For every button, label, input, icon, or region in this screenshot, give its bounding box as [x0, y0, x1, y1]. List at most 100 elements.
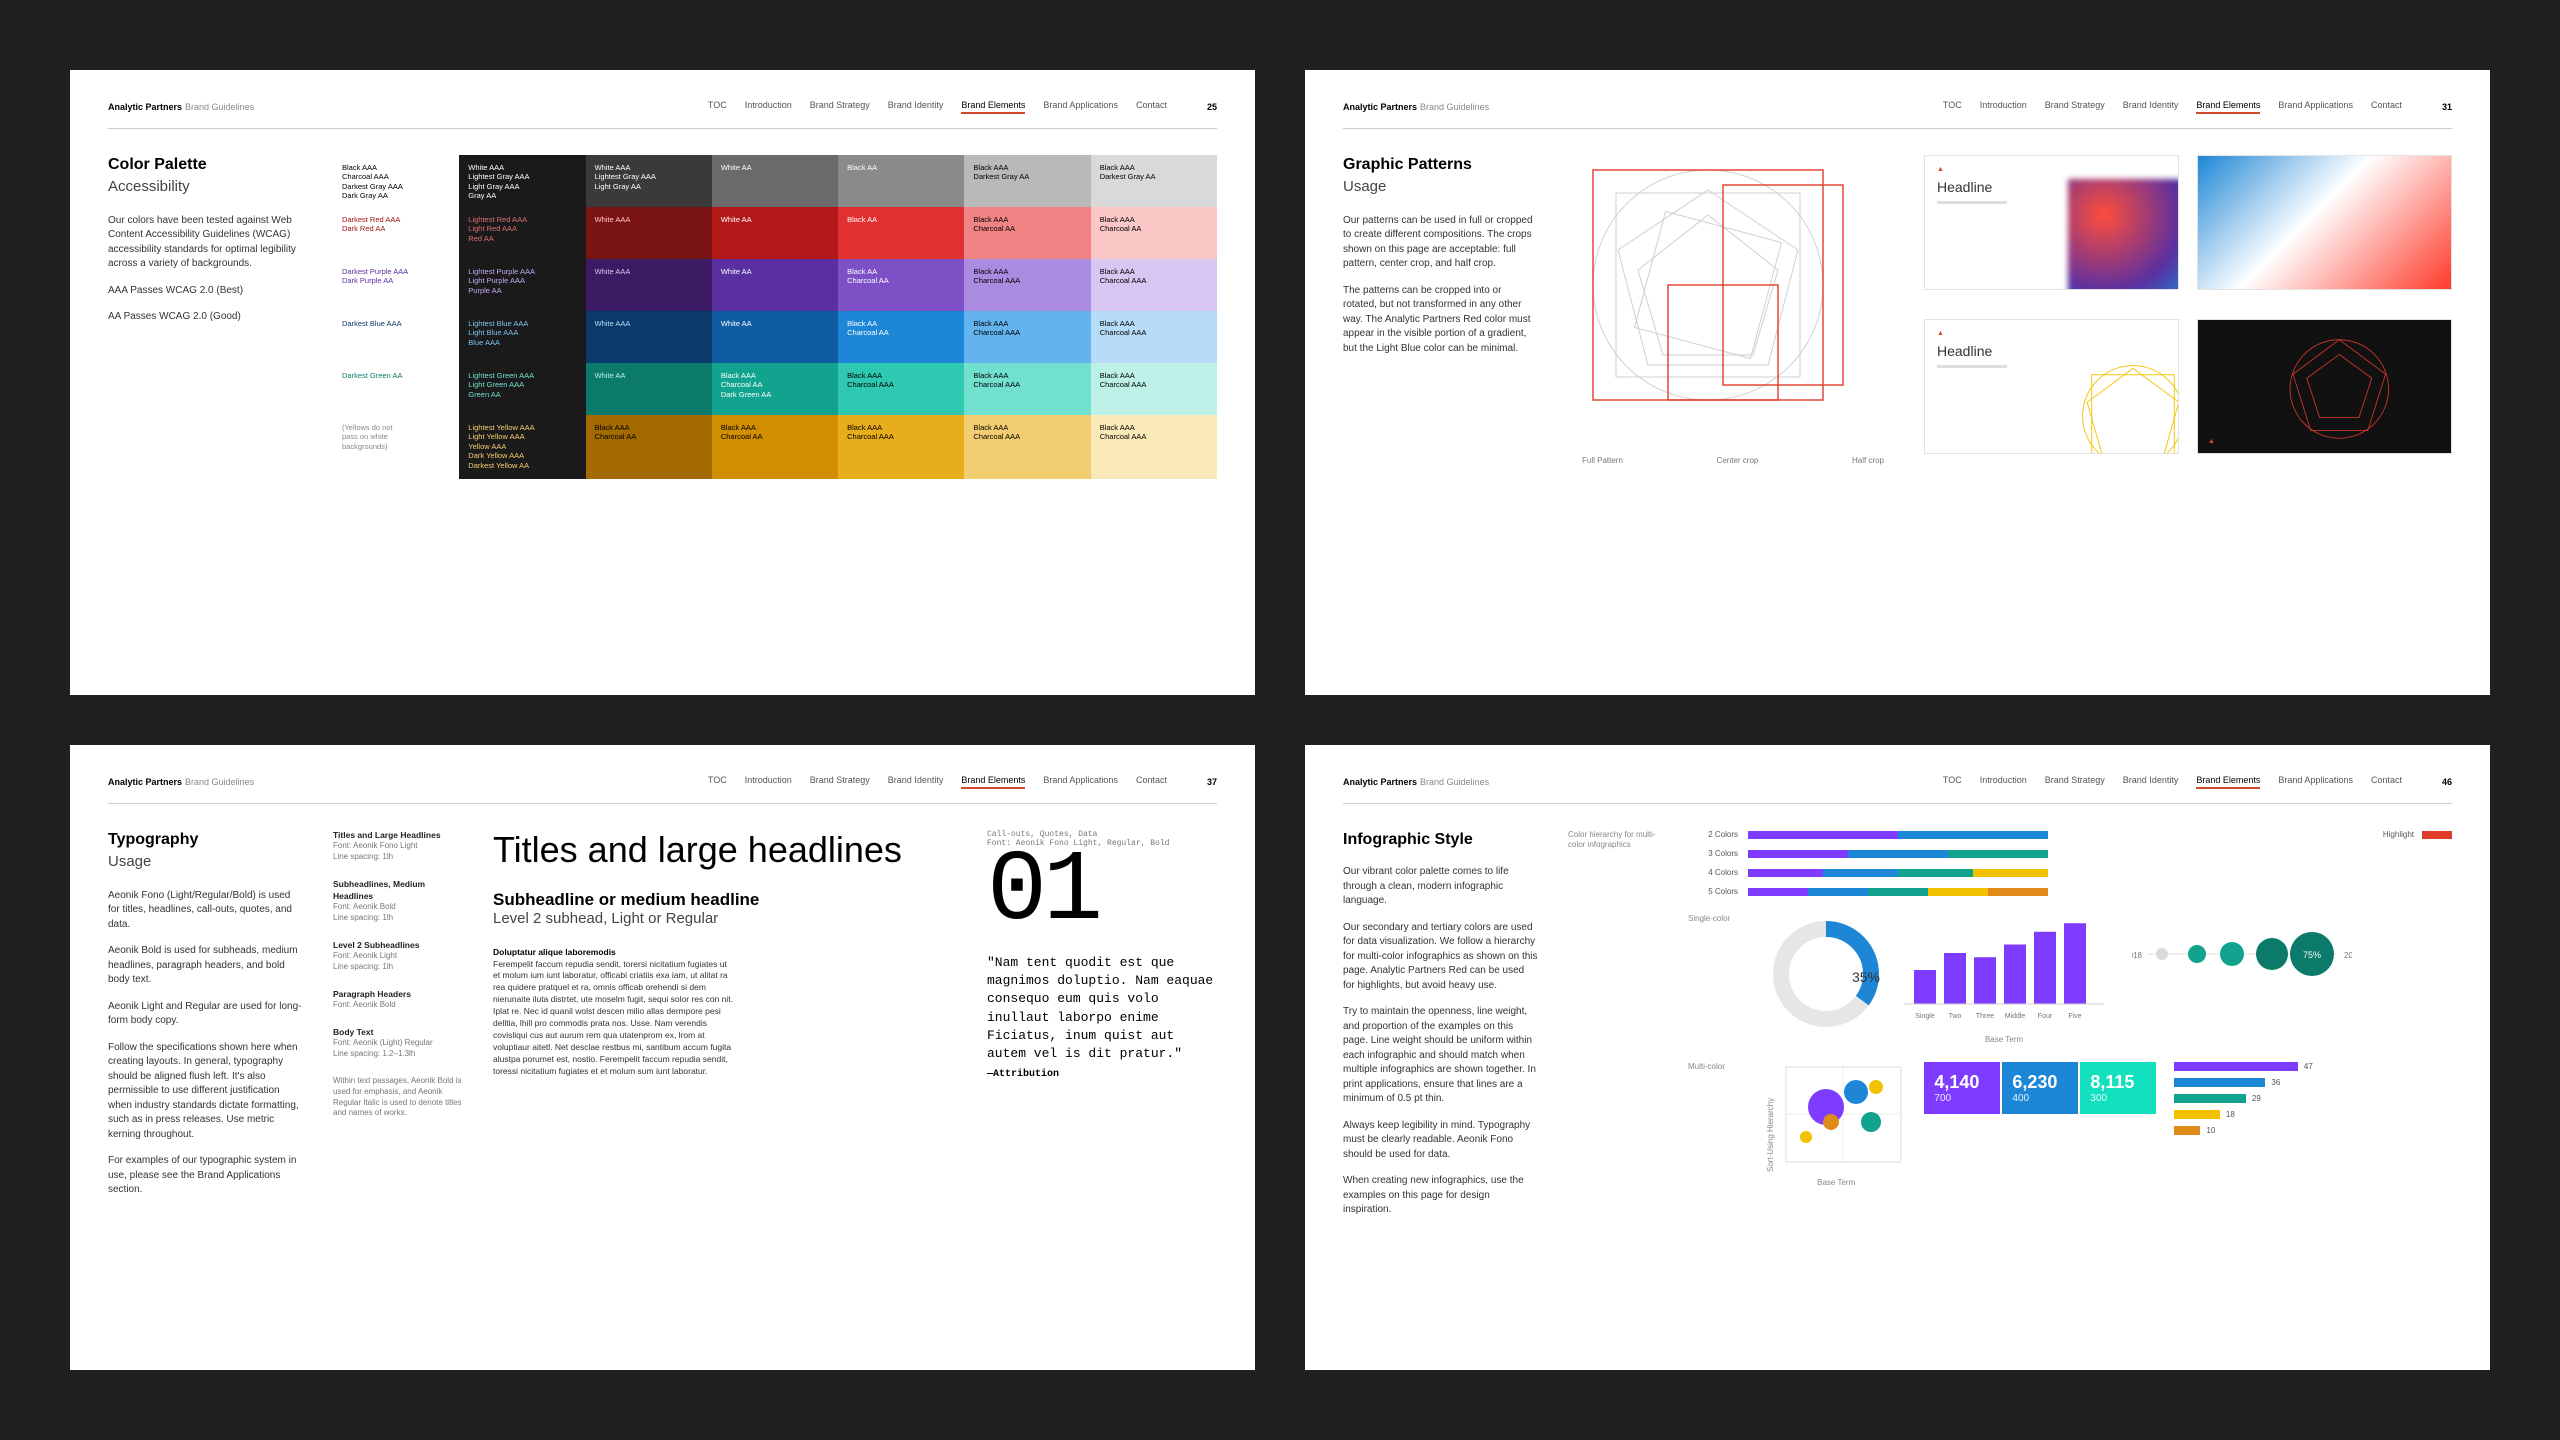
nav-item[interactable]: Introduction	[1980, 100, 2027, 114]
section-subtitle: Usage	[108, 851, 303, 873]
body-paragraph: Try to maintain the openness, line weigh…	[1343, 1005, 1538, 1107]
svg-text:Five: Five	[2068, 1013, 2081, 1020]
nav-item[interactable]: Brand Identity	[2123, 775, 2179, 789]
brand-subtitle: Brand Guidelines	[1420, 777, 1489, 787]
metric-card: 6,230400	[2002, 1062, 2078, 1114]
page-graphic-patterns: Analytic Partners Brand Guidelines TOCIn…	[1305, 70, 2490, 695]
page-infographic-style: Analytic Partners Brand Guidelines TOCIn…	[1305, 745, 2490, 1370]
color-swatch: Black AAACharcoal AA	[586, 415, 712, 479]
donut-chart: 35%	[1766, 914, 1886, 1040]
color-swatch: Black AAACharcoal AAA	[1091, 259, 1217, 311]
row-label: Single-color	[1688, 914, 1748, 924]
nav-item[interactable]: Contact	[2371, 100, 2402, 114]
nav-item[interactable]: Contact	[1136, 775, 1167, 789]
svg-text:Single: Single	[1915, 1013, 1935, 1020]
svg-text:Three: Three	[1976, 1013, 1994, 1020]
nav-item[interactable]: Contact	[2371, 775, 2402, 789]
nav-item[interactable]: Brand Applications	[1043, 775, 1118, 789]
chart-xlabel: Base Term	[1766, 1178, 1906, 1187]
nav-item[interactable]: Brand Applications	[1043, 100, 1118, 114]
nav-item[interactable]: Introduction	[745, 100, 792, 114]
color-swatch: Black AAACharcoal AA	[712, 415, 838, 479]
type-specs: Titles and Large HeadlinesFont: Aeonik F…	[333, 830, 463, 1210]
sample-attribution: —Attribution	[987, 1069, 1217, 1080]
svg-text:Four: Four	[2038, 1013, 2053, 1020]
color-swatch: Black AAACharcoal AADark Green AA	[712, 363, 838, 415]
chart-ylabel: Sort-Using Hierarchy	[1766, 1062, 1776, 1172]
nav-item[interactable]: Brand Elements	[961, 100, 1025, 114]
swatch-head: (Yellows do notpass on whitebackgrounds)	[333, 415, 459, 479]
color-swatch: Lightest Green AAALight Green AAAGreen A…	[459, 363, 585, 415]
brand: Analytic Partners	[1343, 102, 1417, 112]
nav-item[interactable]: TOC	[708, 775, 727, 789]
type-spec: Paragraph HeadersFont: Aeonik Bold	[333, 989, 463, 1011]
donut-pct: 35%	[1846, 969, 1886, 985]
brand: Analytic Partners	[108, 102, 182, 112]
nav-item[interactable]: Brand Identity	[2123, 100, 2179, 114]
color-swatch: White AAALightest Gray AAALight Gray AAA…	[459, 155, 585, 207]
body-paragraph: Our patterns can be used in full or crop…	[1343, 214, 1538, 272]
nav-item[interactable]: Brand Strategy	[810, 100, 870, 114]
nav-item[interactable]: Brand Elements	[2196, 775, 2260, 789]
color-swatch: White AA	[712, 207, 838, 259]
type-sample: Titles and large headlines Subheadline o…	[493, 830, 957, 1210]
nav-item[interactable]: Brand Applications	[2278, 775, 2353, 789]
color-swatch: Lightest Purple AAALight Purple AAAPurpl…	[459, 259, 585, 311]
svg-text:2018: 2018	[2132, 951, 2143, 960]
big-number: 01	[987, 848, 1217, 938]
legend-row: 2 ColorsHighlight	[1688, 830, 2452, 839]
legend-row: 4 Colors	[1688, 868, 2452, 877]
top-nav: TOC Introduction Brand Strategy Brand Ident…	[708, 100, 1167, 114]
nav-item[interactable]: TOC	[708, 100, 727, 114]
swatch-head: Darkest Red AAADark Red AA	[333, 207, 459, 259]
body-paragraph: AAA Passes WCAG 2.0 (Best)	[108, 284, 303, 299]
color-swatch: Black AAADarkest Gray AA	[1091, 155, 1217, 207]
color-swatch: White AA	[586, 363, 712, 415]
color-swatch: Black AAACharcoal AA	[964, 207, 1090, 259]
row-label: Multi-color	[1688, 1062, 1748, 1072]
nav-item[interactable]: TOC	[1943, 775, 1962, 789]
body-paragraph: Follow the specifications shown here whe…	[108, 1041, 303, 1143]
svg-text:2023: 2023	[2344, 951, 2352, 960]
nav-item[interactable]: Brand Strategy	[810, 775, 870, 789]
nav-item[interactable]: Introduction	[745, 775, 792, 789]
color-swatch: Black AAACharcoal AAA	[964, 363, 1090, 415]
nav-item[interactable]: Brand Strategy	[2045, 100, 2105, 114]
swatch-head: Black AAACharcoal AAADarkest Gray AAADar…	[333, 155, 459, 207]
nav-item[interactable]: Introduction	[1980, 775, 2027, 789]
color-swatch: White AAA	[586, 259, 712, 311]
page-number: 46	[2442, 777, 2452, 787]
nav-item[interactable]: Brand Elements	[2196, 100, 2260, 114]
sidebar: Color Palette Accessibility Our colors h…	[108, 155, 303, 479]
hbar-row: 18	[2174, 1110, 2344, 1119]
body-paragraph: Aeonik Bold is used for subheads, medium…	[108, 944, 303, 988]
svg-text:75%: 75%	[2303, 950, 2321, 960]
swatch-head: Darkest Blue AAA	[333, 311, 459, 363]
color-swatch: White AA	[712, 259, 838, 311]
color-swatch: White AAA	[586, 311, 712, 363]
sample-quote: "Nam tent quodit est que magnimos dolupt…	[987, 954, 1217, 1063]
section-title: Typography	[108, 830, 303, 849]
nav-item[interactable]: Brand Identity	[888, 100, 944, 114]
page-header: Analytic Partners Brand Guidelines TOCIn…	[108, 775, 1217, 804]
sample-para-header: Doluptatur alique laboremodis	[493, 947, 957, 957]
crop-label: Full Pattern	[1582, 456, 1623, 465]
metric-card: 4,140700	[1924, 1062, 2000, 1114]
nav-item[interactable]: TOC	[1943, 100, 1962, 114]
crop-label: Center crop	[1717, 456, 1759, 465]
type-spec: Body TextFont: Aeonik (Light) RegularLin…	[333, 1027, 463, 1060]
nav-item[interactable]: Contact	[1136, 100, 1167, 114]
nav-item[interactable]: Brand Strategy	[2045, 775, 2105, 789]
top-nav: TOC Introduction Brand Strategy Brand Ident…	[1943, 100, 2402, 114]
nav-item[interactable]: Brand Elements	[961, 775, 1025, 789]
sample-body-text: Ferempelit faccum repudia sendit, torers…	[493, 959, 733, 1078]
color-swatch: Black AACharcoal AA	[838, 259, 964, 311]
section-title: Infographic Style	[1343, 830, 1538, 849]
color-swatch: Black AA	[838, 155, 964, 207]
nav-item[interactable]: Brand Applications	[2278, 100, 2353, 114]
nav-item[interactable]: Brand Identity	[888, 775, 944, 789]
svg-text:Two: Two	[1949, 1013, 1962, 1020]
scatter-plot: Sort-Using Hierarchy Base Term	[1766, 1062, 1906, 1187]
swatch-head: Darkest Green AA	[333, 363, 459, 415]
section-title: Graphic Patterns	[1343, 155, 1538, 174]
